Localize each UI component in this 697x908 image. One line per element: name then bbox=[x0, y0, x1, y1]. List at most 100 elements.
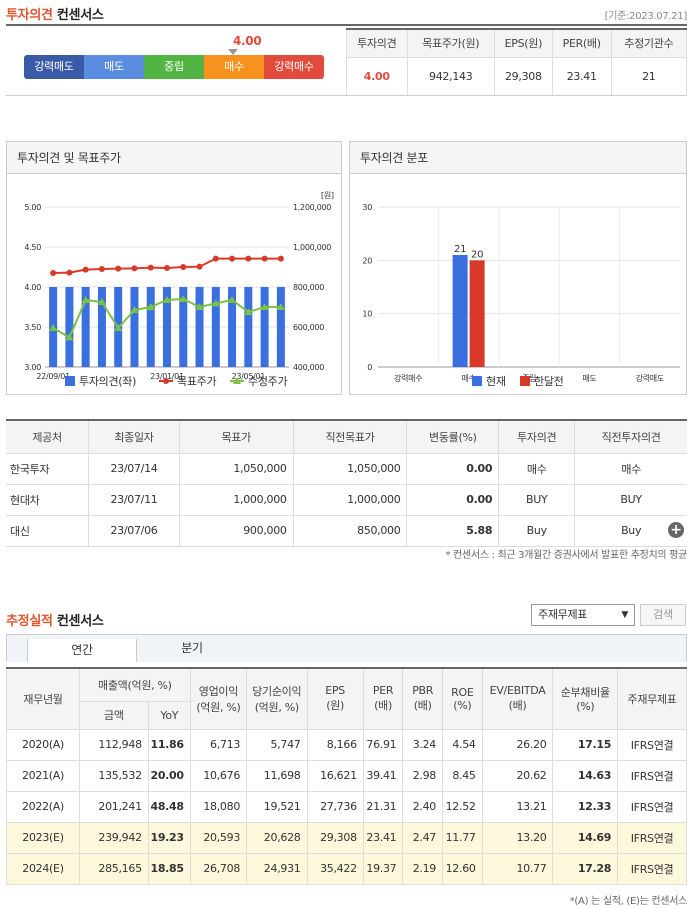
opinion-bar bbox=[97, 287, 106, 367]
col-sales-yoy: YoY bbox=[147, 700, 191, 730]
opinion-bar bbox=[276, 287, 285, 367]
opinion-scale-segment: 매도 bbox=[84, 55, 144, 79]
opinion-scale-segment: 강력매수 bbox=[264, 55, 324, 79]
estimate-cell: 112,948 bbox=[78, 728, 149, 761]
opinion-scale-bar: 강력매도 매도 중립 매수 강력매수 bbox=[24, 55, 324, 79]
broker-cell: 1,050,000 bbox=[292, 453, 407, 485]
target-price-point bbox=[115, 265, 122, 272]
broker-cell: Buy bbox=[574, 515, 687, 547]
summary-value: 4.00 bbox=[346, 56, 408, 96]
col-op: 영업이익 (억원, %) bbox=[189, 667, 248, 730]
opinion-distribution-chart: 3020100강력매수매수중립매도강력매도2120현재한달전 bbox=[362, 203, 680, 388]
summary-header: 목표주가(원) bbox=[406, 28, 495, 58]
estimates-note: *(A) 는 실적, (E)는 컨센서스 bbox=[569, 896, 688, 907]
target-price-point bbox=[229, 255, 236, 262]
estimate-cell: 201,241 bbox=[78, 790, 149, 823]
broker-table: 제공처 최종일자 목표가 직전목표가 변동률(%) 투자의견 직전투자의견 한국투자 23/0… bbox=[6, 419, 687, 547]
legend-label: 목표주가 bbox=[177, 375, 216, 388]
broker-cell: 0.00 bbox=[406, 484, 499, 516]
estimate-cell: 2.98 bbox=[402, 759, 443, 792]
estimate-cell: 14.63 bbox=[552, 759, 619, 792]
opinion-scale-segment: 매수 bbox=[204, 55, 264, 79]
estimate-cell: 23.41 bbox=[362, 821, 404, 854]
estimate-cell: 2023(E) bbox=[6, 821, 80, 854]
period-tabs: 연간 분기 bbox=[6, 634, 687, 662]
legend-swatch-current bbox=[472, 376, 482, 386]
estimate-cell: 19,521 bbox=[246, 790, 308, 823]
target-price-point bbox=[98, 266, 105, 272]
table-row: 현대차 23/07/11 1,000,000 1,000,000 0.00 BUY BUY bbox=[6, 484, 687, 516]
target-price-point bbox=[212, 255, 219, 262]
adjusted-price-point bbox=[195, 303, 204, 310]
estimate-cell: 13.21 bbox=[481, 790, 554, 823]
col-sales: 매출액(억원, %) bbox=[78, 667, 191, 702]
estimate-cell: 6,713 bbox=[189, 728, 248, 761]
x-tick-label: 23/05/01 bbox=[232, 372, 266, 381]
chevron-down-icon: ▼ bbox=[621, 610, 628, 620]
table-row: 한국투자 23/07/14 1,050,000 1,050,000 0.00 매수 매수 bbox=[6, 453, 687, 485]
adjusted-price-point bbox=[65, 333, 74, 341]
y-right-tick-label: 800,000 bbox=[293, 283, 324, 292]
target-price-point bbox=[261, 255, 268, 262]
estimate-cell: 20,628 bbox=[246, 821, 308, 854]
col-roe: ROE (%) bbox=[442, 667, 483, 730]
estimate-cell: 17.15 bbox=[552, 728, 619, 761]
opinion-bar bbox=[211, 287, 220, 367]
col-per: PER (배) bbox=[362, 667, 404, 730]
opinion-distribution-panel: 투자의견 분포 3020100강력매수매수중립매도강력매도2120현재한달전 bbox=[349, 141, 687, 395]
distribution-bar bbox=[469, 260, 485, 367]
adjusted-price-point bbox=[211, 299, 220, 307]
table-row: 대신 23/07/06 900,000 850,000 5.88 Buy Buy bbox=[6, 515, 687, 547]
legend-marker-price bbox=[233, 377, 241, 384]
estimate-cell: 8.45 bbox=[442, 759, 483, 792]
estimate-cell: 2.47 bbox=[402, 821, 443, 854]
opinion-bar bbox=[130, 287, 139, 367]
broker-cell: 23/07/11 bbox=[88, 484, 180, 516]
search-button[interactable]: 검색 bbox=[640, 604, 686, 626]
target-price-point bbox=[82, 266, 89, 273]
broker-cell: 850,000 bbox=[292, 515, 407, 547]
estimate-cell: 11.86 bbox=[147, 728, 191, 761]
legend-label: 투자의견(좌) bbox=[79, 375, 136, 388]
estimate-cell: 18,080 bbox=[189, 790, 248, 823]
table-row: 2021(A) 135,532 20.00 10,676 11,698 16,621 39.… bbox=[6, 759, 687, 792]
legend-swatch-prev bbox=[520, 376, 530, 386]
estimate-cell: 18.85 bbox=[147, 852, 191, 885]
adjusted-price-point bbox=[244, 308, 253, 315]
tab-annual[interactable]: 연간 bbox=[27, 639, 137, 662]
base-date: [기준:2023.07.21] bbox=[604, 11, 688, 22]
estimate-cell: 29,308 bbox=[306, 821, 364, 854]
col-ev-ebitda: EV/EBITDA (배) bbox=[481, 667, 554, 730]
x-tick-label: 22/09/01 bbox=[36, 372, 70, 381]
expand-plus-icon[interactable]: + bbox=[668, 522, 684, 538]
col-fs: 주재무제표 bbox=[617, 667, 687, 730]
broker-cell: 23/07/06 bbox=[88, 515, 180, 547]
estimate-cell: 3.24 bbox=[402, 728, 443, 761]
statement-type-select[interactable]: 주재무제표 ▼ bbox=[531, 604, 635, 626]
col-pbr: PBR (배) bbox=[402, 667, 443, 730]
table-row: 2023(E) 239,942 19.23 20,593 20,628 29,308 23.… bbox=[6, 821, 687, 854]
col-ni: 당기순이익 (억원, %) bbox=[246, 667, 308, 730]
estimate-cell: 21.31 bbox=[362, 790, 404, 823]
y-right-tick-label: 1,200,000 bbox=[293, 203, 331, 212]
estimate-cell: 2.19 bbox=[402, 852, 443, 885]
y-right-tick-label: 1,000,000 bbox=[293, 243, 331, 252]
target-price-point bbox=[180, 264, 187, 270]
y-tick-label: 0 bbox=[367, 363, 372, 372]
table-row: 2022(A) 201,241 48.48 18,080 19,521 27,736 21.… bbox=[6, 790, 687, 823]
broker-header: 목표가 bbox=[178, 420, 294, 454]
target-price-point bbox=[147, 264, 154, 271]
estimate-cell: 20.62 bbox=[481, 759, 554, 792]
target-price-point bbox=[66, 269, 73, 276]
pointer-icon bbox=[228, 49, 238, 55]
target-price-point bbox=[164, 265, 170, 271]
legend-marker-target bbox=[163, 378, 169, 384]
estimate-cell: 35,422 bbox=[306, 852, 364, 885]
opinion-target-chart: 5.00 1,200,000 4.50 1,000,000 4.00 800,000 3.5… bbox=[24, 191, 334, 388]
summary-value: 29,308 bbox=[493, 56, 553, 96]
estimate-cell: 20,593 bbox=[189, 821, 248, 854]
consensus-note: * 컨센서스 : 최근 3개월간 증권사에서 발표한 추정치의 평균 bbox=[445, 550, 687, 561]
tab-quarterly[interactable]: 분기 bbox=[181, 641, 203, 655]
estimate-cell: 13.20 bbox=[481, 821, 554, 854]
opinion-bar bbox=[179, 287, 188, 367]
